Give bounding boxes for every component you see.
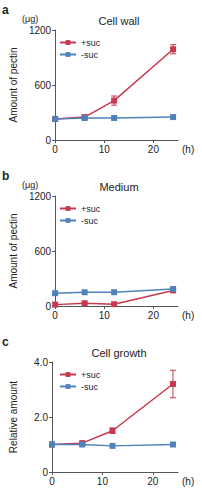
svg-text:Relative amount: Relative amount xyxy=(8,381,19,453)
svg-text:a: a xyxy=(2,3,9,17)
svg-text:(h): (h) xyxy=(182,310,194,321)
svg-text:2.0: 2.0 xyxy=(34,412,48,423)
svg-text:20: 20 xyxy=(148,310,160,321)
svg-text:(μg): (μg) xyxy=(22,180,38,190)
svg-text:Amount of pectin: Amount of pectin xyxy=(8,47,19,122)
svg-text:(h): (h) xyxy=(182,476,194,487)
svg-text:10: 10 xyxy=(97,476,109,487)
svg-text:-suc: -suc xyxy=(81,216,99,226)
svg-text:-suc: -suc xyxy=(81,382,99,392)
svg-text:+suc: +suc xyxy=(81,38,101,48)
svg-text:0: 0 xyxy=(52,144,58,155)
svg-text:(h): (h) xyxy=(182,144,194,155)
svg-text:0: 0 xyxy=(46,135,52,146)
svg-text:Cell wall: Cell wall xyxy=(99,15,140,27)
svg-text:0: 0 xyxy=(46,301,52,312)
svg-text:1200: 1200 xyxy=(29,191,52,202)
svg-text:Cell growth: Cell growth xyxy=(91,347,146,359)
svg-text:Medium: Medium xyxy=(99,181,138,193)
svg-text:-suc: -suc xyxy=(81,50,99,60)
svg-text:+suc: +suc xyxy=(81,204,101,214)
svg-text:0: 0 xyxy=(49,476,55,487)
svg-text:1200: 1200 xyxy=(29,25,52,36)
svg-text:20: 20 xyxy=(148,144,160,155)
svg-text:10: 10 xyxy=(99,144,111,155)
svg-text:(μg): (μg) xyxy=(22,14,38,24)
svg-text:b: b xyxy=(2,169,9,183)
svg-text:600: 600 xyxy=(34,246,51,257)
svg-text:4.0: 4.0 xyxy=(34,357,48,368)
svg-text:600: 600 xyxy=(34,80,51,91)
svg-text:0: 0 xyxy=(52,310,58,321)
svg-text:+suc: +suc xyxy=(81,370,101,380)
svg-text:0: 0 xyxy=(42,467,48,478)
svg-text:10: 10 xyxy=(99,310,111,321)
svg-text:20: 20 xyxy=(147,476,159,487)
svg-text:Amount of pectin: Amount of pectin xyxy=(8,213,19,288)
svg-text:c: c xyxy=(2,335,9,349)
